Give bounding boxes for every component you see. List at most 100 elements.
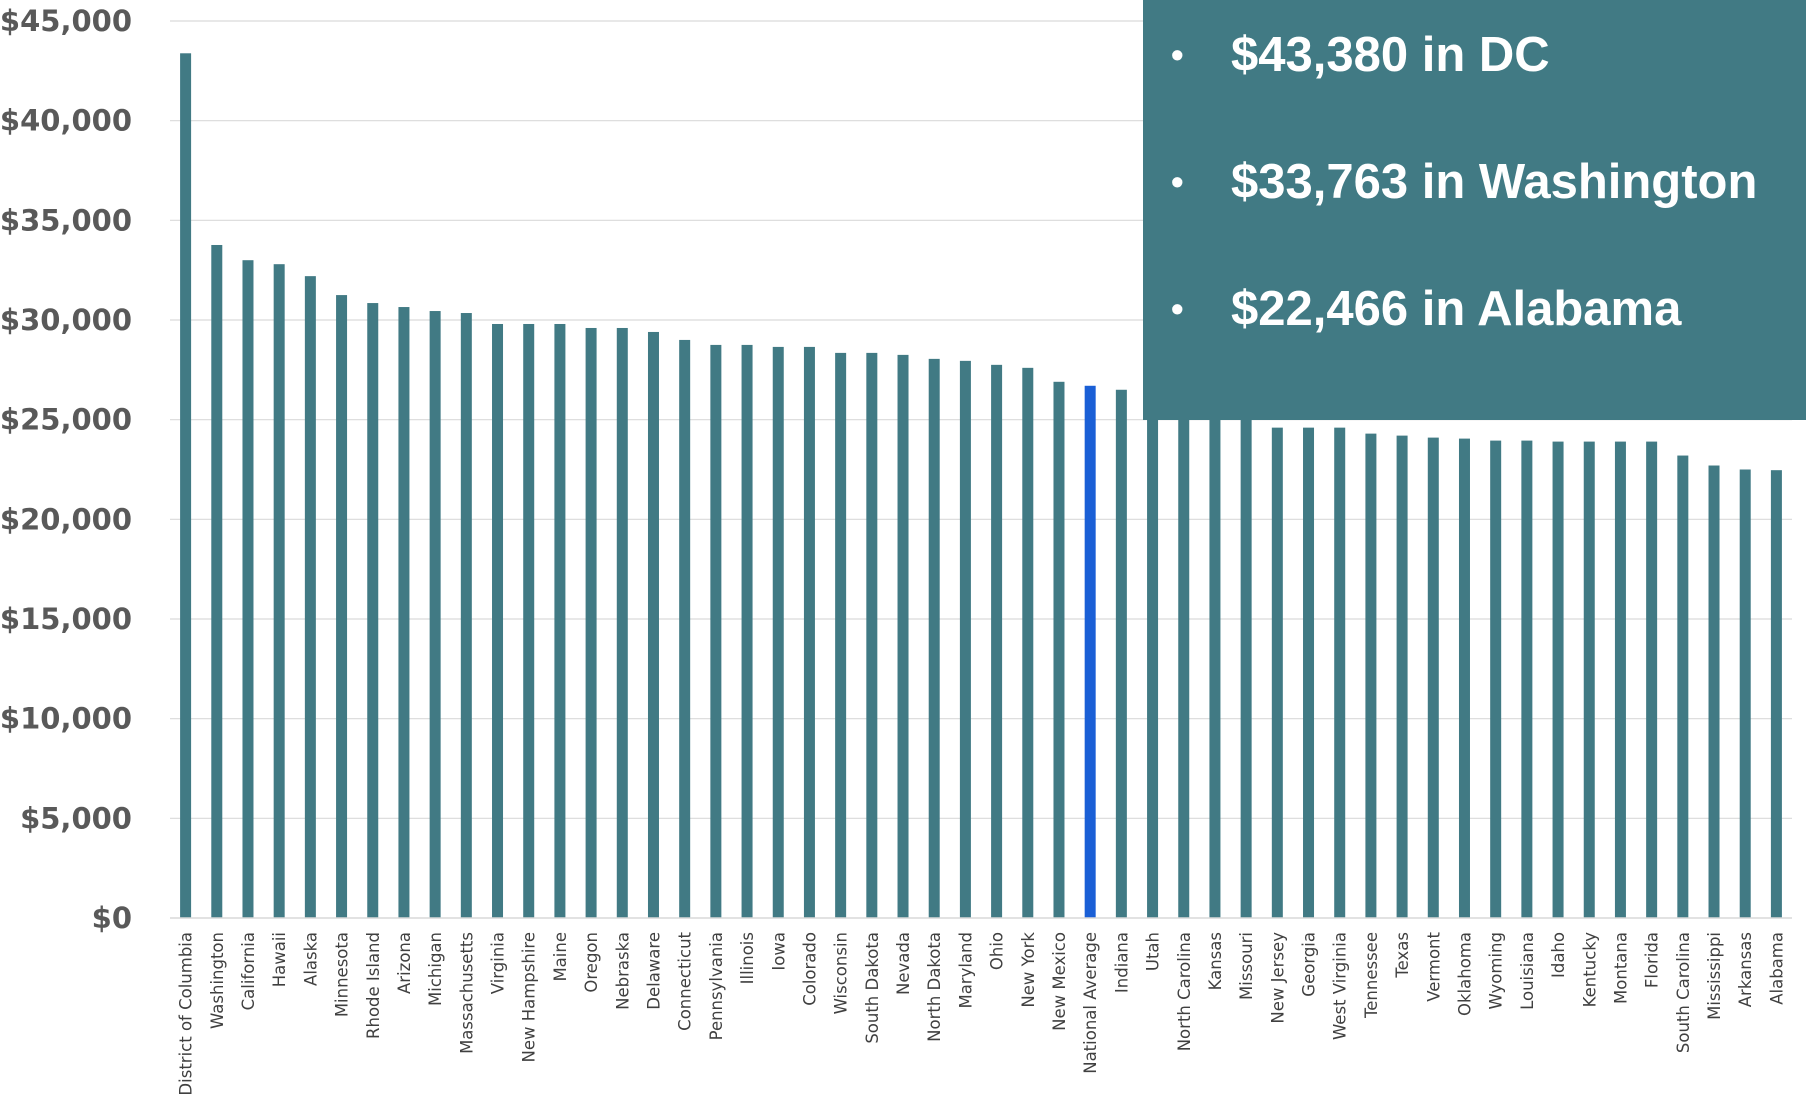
x-tick-label: Minnesota [333, 932, 352, 1017]
x-tick-label: Wyoming [1487, 932, 1506, 1009]
x-tick-label: Maine [551, 932, 570, 982]
bar-connecticut [679, 339, 691, 918]
bar-kansas [1209, 403, 1221, 919]
bar-new-york [1022, 367, 1034, 919]
bar-idaho [1552, 441, 1564, 918]
bar-alaska [304, 276, 316, 918]
y-tick-label: $30,000 [0, 303, 132, 337]
bar-nevada [897, 354, 909, 919]
y-tick-label: $0 [92, 901, 132, 935]
bar-pennsylvania [710, 344, 722, 919]
x-tick-label: Vermont [1424, 931, 1443, 1001]
bar-maryland [959, 360, 971, 918]
x-tick-label: Virginia [489, 932, 508, 994]
x-tick-label: Alabama [1767, 932, 1786, 1005]
bar-rhode-island [367, 303, 379, 919]
x-tick-label: Alaska [301, 932, 320, 986]
y-axis-tick-labels: $0 $5,000 $10,000 $15,000 $20,000 $25,000 $30,… [0, 4, 132, 935]
bullet-icon: • [1171, 161, 1184, 202]
callout-text-alabama: $22,466 in Alabama [1231, 282, 1682, 336]
x-tick-label: Connecticut [676, 931, 695, 1030]
y-tick-label: $5,000 [20, 801, 132, 835]
y-tick-label: $40,000 [0, 104, 132, 138]
bar-indiana [1115, 389, 1127, 918]
x-tick-label: Missouri [1237, 932, 1256, 1000]
x-tick-label: Ohio [988, 932, 1007, 970]
bar-kentucky [1583, 441, 1595, 918]
x-tick-label: Colorado [800, 932, 819, 1006]
y-tick-label: $15,000 [0, 602, 132, 636]
x-tick-label: Indiana [1112, 932, 1131, 993]
bar-south-carolina [1677, 455, 1689, 918]
x-tick-label: New Jersey [1268, 932, 1287, 1024]
bar-california [242, 260, 254, 918]
bar-colorado [803, 346, 815, 918]
x-tick-label: California [239, 932, 258, 1010]
bar-minnesota [336, 295, 348, 918]
bar-illinois [741, 344, 753, 919]
x-tick-label: Arizona [395, 932, 414, 994]
x-tick-label: Kansas [1206, 932, 1225, 990]
x-tick-label: Florida [1643, 932, 1662, 988]
bar-hawaii [273, 264, 285, 919]
callout-text-washington: $33,763 in Washington [1231, 155, 1758, 209]
callout-box: • $43,380 in DC • $33,763 in Washington • $… [1143, 0, 1806, 420]
x-axis-tick-labels: District of Columbia Washington California… [177, 931, 1787, 1095]
bar-new-mexico [1053, 381, 1065, 918]
y-tick-label: $25,000 [0, 403, 132, 437]
bar-texas [1396, 435, 1408, 918]
x-tick-label: Arkansas [1736, 932, 1755, 1007]
x-tick-label: Tennessee [1362, 932, 1381, 1019]
bar-arkansas [1739, 469, 1751, 918]
x-tick-label: Texas [1393, 932, 1412, 979]
bar-massachusetts [460, 313, 472, 919]
y-tick-label: $20,000 [0, 502, 132, 536]
bar-ohio [991, 364, 1003, 919]
bar-oregon [585, 327, 597, 918]
x-tick-label: Pennsylvania [707, 932, 726, 1040]
x-tick-label: Washington [208, 932, 227, 1029]
bar-florida [1646, 441, 1658, 918]
bar-alabama [1770, 470, 1782, 918]
x-tick-label: South Carolina [1674, 932, 1693, 1053]
bar-west-virginia [1334, 427, 1346, 918]
x-tick-label: Michigan [426, 932, 445, 1006]
bar-maine [554, 323, 566, 918]
bar-vermont [1427, 437, 1439, 918]
x-tick-label: Iowa [769, 932, 788, 971]
callout-item-dc: • $43,380 in DC [1171, 26, 1806, 84]
bar-oklahoma [1458, 438, 1470, 918]
y-tick-label: $35,000 [0, 203, 132, 237]
bar-south-dakota [866, 352, 878, 918]
bar-washington [211, 244, 223, 919]
x-tick-label: Nebraska [613, 932, 632, 1010]
x-tick-label: New Mexico [1050, 932, 1069, 1031]
x-tick-label: North Carolina [1175, 932, 1194, 1051]
bars [180, 53, 1782, 919]
bar-utah [1147, 393, 1159, 919]
bar-nebraska [616, 327, 628, 918]
x-tick-label: Oregon [582, 932, 601, 993]
bar-wisconsin [835, 352, 847, 918]
bar-new-hampshire [523, 323, 535, 918]
callout-text-dc: $43,380 in DC [1231, 28, 1550, 82]
bar-tennessee [1365, 433, 1377, 918]
y-tick-label: $10,000 [0, 702, 132, 736]
bar-national-average [1084, 385, 1096, 918]
bar-wyoming [1490, 440, 1502, 918]
bar-iowa [772, 346, 784, 918]
x-tick-label: National Average [1081, 932, 1100, 1074]
bar-mississippi [1708, 465, 1720, 918]
x-tick-label: Georgia [1300, 932, 1319, 997]
bar-missouri [1240, 413, 1252, 918]
x-tick-label: Mississippi [1705, 932, 1724, 1020]
x-tick-label: Oklahoma [1455, 932, 1474, 1016]
bar-georgia [1303, 427, 1315, 918]
bar-north-carolina [1178, 397, 1190, 918]
x-tick-label: Idaho [1549, 932, 1568, 978]
x-tick-label: Montana [1611, 932, 1630, 1004]
x-tick-label: Massachusetts [457, 932, 476, 1054]
x-tick-label: Delaware [644, 932, 663, 1010]
x-tick-label: Nevada [894, 932, 913, 995]
